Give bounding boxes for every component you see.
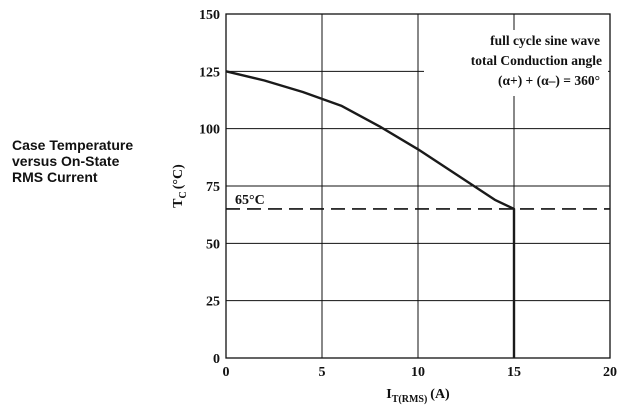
x-tick-label: 20 [603, 365, 617, 380]
reference-line-label: 65°C [235, 193, 265, 208]
annotation-line: total Conduction angle [471, 53, 602, 68]
y-tick-label: 25 [206, 295, 220, 310]
annotation-box [424, 30, 608, 96]
side-title-line: Case Temperature [12, 137, 134, 153]
reference-label-background [230, 190, 274, 206]
y-tick-labels: 0 25 50 75 100 125 150 [199, 8, 220, 367]
x-tick-labels: 0 5 10 15 20 [223, 365, 618, 380]
x-tick-label: 15 [507, 365, 521, 380]
y-tick-label: 100 [199, 123, 220, 138]
data-series-line [225, 70, 516, 358]
x-axis-label: IT(RMS) (A) [386, 387, 450, 405]
y-tick-label: 50 [206, 237, 220, 252]
y-tick-label: 0 [213, 352, 220, 367]
y-axis-label: TC(°C) [171, 164, 189, 208]
x-tick-label: 0 [223, 365, 230, 380]
x-tick-label: 10 [411, 365, 425, 380]
reference-line-group: 65°C [226, 190, 610, 210]
y-tick-label: 75 [206, 180, 220, 195]
side-title-line: versus On-State [12, 153, 120, 169]
plot-frame [225, 13, 611, 359]
annotation-line: full cycle sine wave [490, 33, 600, 48]
side-title-line: RMS Current [12, 169, 98, 185]
annotation-line: (α+) + (α–) = 360° [498, 73, 600, 88]
y-tick-label: 125 [199, 65, 220, 80]
y-tick-label: 150 [199, 8, 220, 23]
x-tick-label: 5 [319, 365, 326, 380]
chart-side-title: Case Temperature versus On-State RMS Cur… [12, 137, 133, 185]
